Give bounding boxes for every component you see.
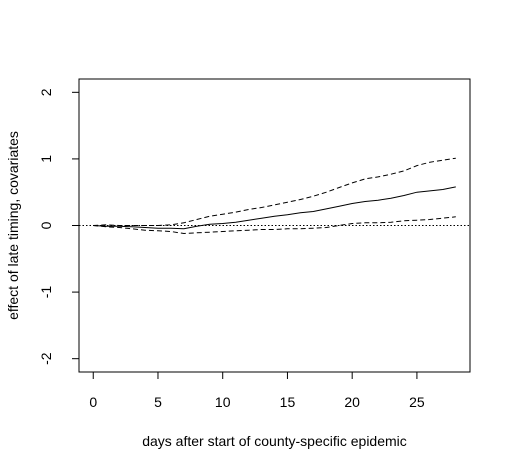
x-axis-label: days after start of county-specific epid… [142,433,407,449]
x-tick-label: 0 [89,394,97,410]
y-tick-label: 2 [38,88,54,96]
estimate-line [93,186,456,230]
x-tick-label: 25 [409,394,425,410]
y-tick-label: -2 [38,352,54,365]
y-tick-label: 0 [38,221,54,229]
upper-bound-line [93,157,456,226]
x-tick-label: 10 [215,394,231,410]
x-tick-label: 20 [344,394,360,410]
y-tick-label: -1 [38,286,54,299]
lower-bound-line [93,216,456,235]
plot-frame [78,78,471,373]
y-tick-label: 1 [38,155,54,163]
x-tick-label: 5 [154,394,162,410]
y-axis-label: effect of late timing, covariates [5,131,21,320]
x-tick-label: 15 [280,394,296,410]
